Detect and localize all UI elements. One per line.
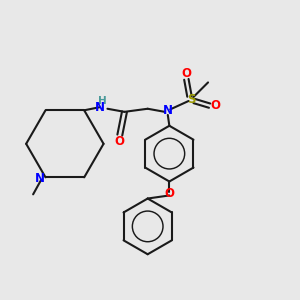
Text: O: O <box>164 188 174 200</box>
Text: H: H <box>98 96 107 106</box>
Text: N: N <box>163 104 173 117</box>
Text: O: O <box>115 135 125 148</box>
Text: S: S <box>187 93 195 106</box>
Text: O: O <box>211 99 221 112</box>
Text: N: N <box>35 172 45 185</box>
Text: N: N <box>95 101 105 114</box>
Text: O: O <box>182 67 191 80</box>
